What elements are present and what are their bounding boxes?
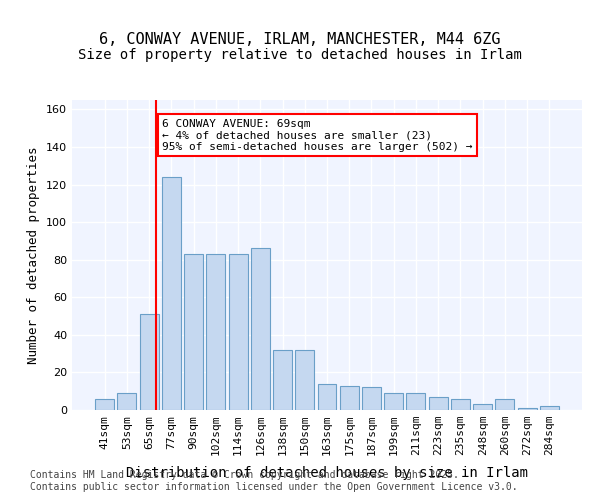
Bar [273, 350, 292, 410]
Bar [429, 397, 448, 410]
Bar [384, 393, 403, 410]
Bar [518, 408, 536, 410]
Bar [451, 398, 470, 410]
Bar [229, 254, 248, 410]
Text: 6, CONWAY AVENUE, IRLAM, MANCHESTER, M44 6ZG: 6, CONWAY AVENUE, IRLAM, MANCHESTER, M44… [99, 32, 501, 48]
Bar [206, 254, 225, 410]
Bar [406, 393, 425, 410]
Y-axis label: Number of detached properties: Number of detached properties [28, 146, 40, 364]
Bar [362, 388, 381, 410]
Bar [118, 393, 136, 410]
Bar [184, 254, 203, 410]
X-axis label: Distribution of detached houses by size in Irlam: Distribution of detached houses by size … [126, 466, 528, 480]
Bar [317, 384, 337, 410]
Bar [540, 406, 559, 410]
Text: Size of property relative to detached houses in Irlam: Size of property relative to detached ho… [78, 48, 522, 62]
Bar [140, 314, 158, 410]
Bar [340, 386, 359, 410]
Bar [473, 404, 492, 410]
Bar [496, 398, 514, 410]
Bar [295, 350, 314, 410]
Bar [251, 248, 270, 410]
Bar [95, 398, 114, 410]
Text: Contains HM Land Registry data © Crown copyright and database right 2025.
Contai: Contains HM Land Registry data © Crown c… [30, 470, 518, 492]
Text: 6 CONWAY AVENUE: 69sqm
← 4% of detached houses are smaller (23)
95% of semi-deta: 6 CONWAY AVENUE: 69sqm ← 4% of detached … [163, 119, 473, 152]
Bar [162, 177, 181, 410]
